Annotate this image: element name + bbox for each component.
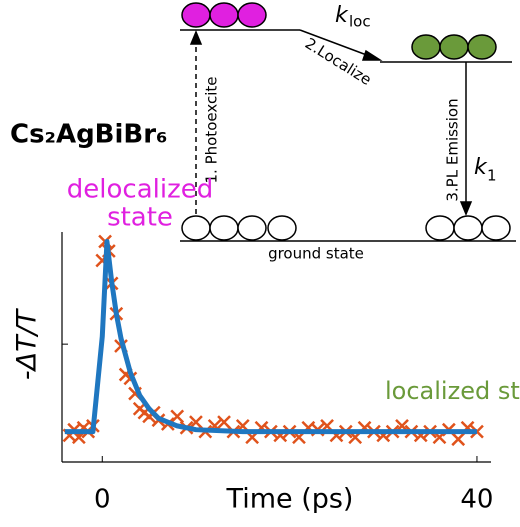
x-tick-label: 40 <box>460 485 493 515</box>
annotation: localized state <box>385 377 520 405</box>
vacancy <box>237 215 267 241</box>
x-axis-label: Time (ps) <box>226 484 354 515</box>
annotation: delocalized <box>67 175 213 205</box>
vacancy <box>209 215 239 241</box>
carrier <box>467 34 497 60</box>
carrier <box>439 34 469 60</box>
carrier <box>237 2 267 28</box>
vacancy <box>181 215 211 241</box>
y-axis-label: -ΔT/T <box>12 307 43 380</box>
arrowhead <box>459 201 473 216</box>
rate-label: k <box>474 155 488 180</box>
rate-label: k <box>335 3 349 28</box>
vacancy <box>453 215 483 241</box>
vacancy <box>481 215 511 241</box>
arrowhead <box>189 30 203 45</box>
rate-subscript: loc <box>349 13 371 31</box>
annotation: Cs₂AgBiBr₆ <box>10 120 167 150</box>
step-label: 1. Photoexcite <box>203 77 221 184</box>
annotation: state <box>107 203 173 233</box>
arrowhead <box>361 49 383 61</box>
data-point <box>451 432 466 447</box>
rate-subscript: 1 <box>487 167 497 185</box>
inset-diagram <box>180 2 516 242</box>
carrier <box>181 2 211 28</box>
carrier <box>411 34 441 60</box>
carrier <box>209 2 239 28</box>
step-label: 2.Localize <box>302 34 375 89</box>
ground-label: ground state <box>268 245 364 263</box>
x-tick-label: 0 <box>94 485 111 515</box>
vacancy <box>425 215 455 241</box>
data-point <box>170 409 185 424</box>
vacancy <box>267 215 297 241</box>
data-point <box>470 424 484 439</box>
plot: 0 40 Time (ps) -ΔT/T Cs₂AgBiBr₆ delocalizedst… <box>10 120 520 515</box>
arrow <box>299 29 373 58</box>
fit-line <box>64 239 477 435</box>
step-label: 3.PL Emission <box>444 98 462 201</box>
